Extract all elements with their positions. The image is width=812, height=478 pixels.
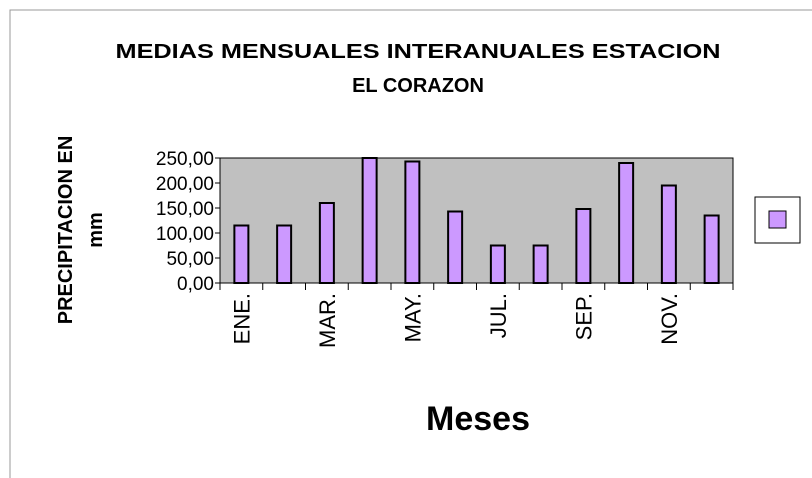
bar: [318, 202, 335, 284]
y-tick-label: 150,00: [156, 199, 214, 220]
x-tick-label: JUL.: [486, 293, 511, 338]
y-tick-label: 250,00: [156, 149, 214, 170]
x-tick-label: ENE.: [229, 293, 254, 344]
bar: [233, 224, 250, 284]
x-axis-title: Meses: [426, 400, 530, 438]
bar: [276, 224, 293, 284]
bar: [404, 160, 421, 284]
bar: [618, 162, 635, 284]
chart-title: EL CORAZON: [352, 75, 484, 97]
chart-title: MEDIAS MENSUALES INTERANUALES ESTACION: [116, 41, 721, 63]
chart-frame: [9, 9, 812, 478]
bar: [489, 244, 506, 284]
y-tick-label: 100,00: [156, 224, 214, 245]
x-tick-label: NOV.: [657, 293, 682, 345]
legend-swatch: [768, 210, 787, 229]
y-tick-label: 50,00: [166, 249, 214, 270]
bar: [361, 157, 378, 284]
y-axis-title: PRECIPITACION EN: [55, 136, 77, 325]
y-tick-label: 0,00: [177, 274, 214, 295]
y-axis-title: mm: [85, 212, 107, 248]
bar: [532, 244, 549, 284]
plot-area: [219, 157, 734, 284]
x-tick-label: MAY.: [400, 293, 425, 342]
x-tick-label: MAR.: [315, 293, 340, 348]
bar: [575, 208, 592, 284]
bar: [703, 214, 720, 284]
bar: [660, 184, 677, 284]
y-tick-label: 200,00: [156, 174, 214, 195]
bar: [447, 210, 464, 284]
x-tick-label: SEP.: [571, 293, 596, 340]
